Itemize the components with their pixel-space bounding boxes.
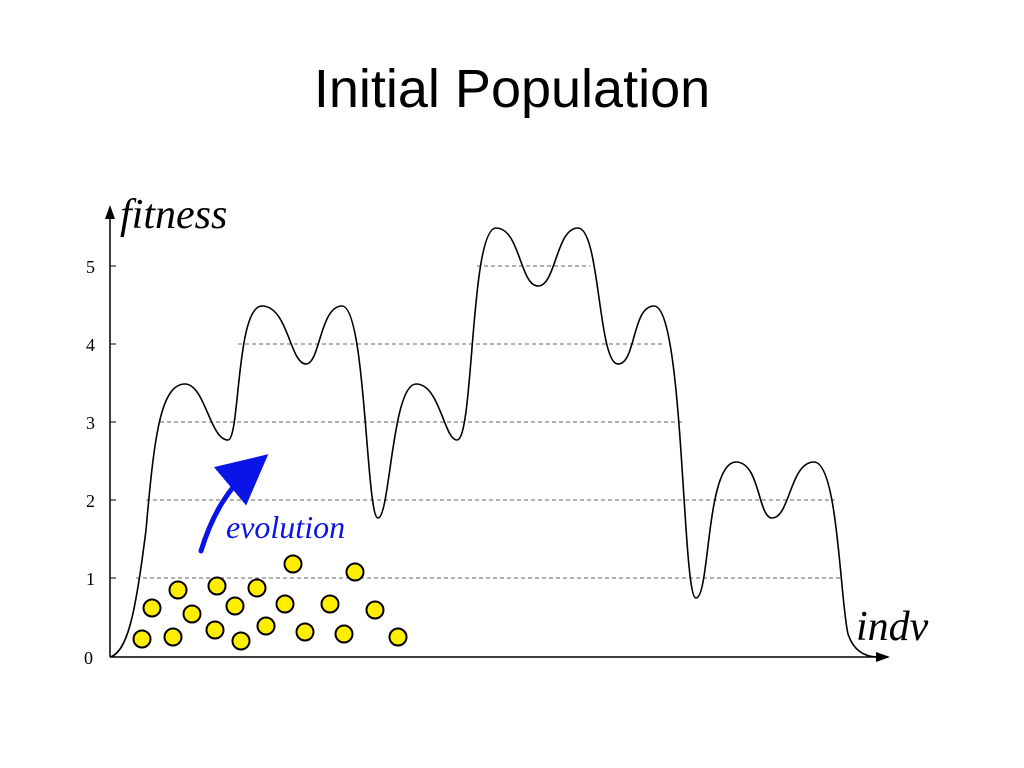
y-tick-label-3: 3 [86,413,95,433]
y-axis-arrowhead [105,205,115,219]
individual [275,594,295,614]
individual [142,598,162,618]
individual [231,631,251,651]
individual [225,596,245,616]
y-axis: 0 1 2 3 4 5 fitness [84,192,227,668]
individual [295,622,315,642]
y-tick-label-0: 0 [84,648,93,668]
population [132,554,408,651]
individual [365,600,385,620]
fitness-curve [109,227,879,658]
individual [256,616,276,636]
individual [132,629,152,649]
x-axis: indv [110,604,929,662]
individual [168,580,188,600]
evolution-arrow [198,454,269,554]
individual [334,624,354,644]
individual [247,578,267,598]
individual [320,594,340,614]
y-axis-title: fitness [120,192,227,238]
individual [207,576,227,596]
individual [388,627,408,647]
y-tick-label-1: 1 [86,569,95,589]
y-tick-label-2: 2 [86,491,95,511]
individual [283,554,303,574]
x-axis-arrowhead [876,652,890,662]
x-axis-title: indv [856,604,929,650]
individual [345,562,365,582]
slide-title: Initial Population [313,59,711,119]
y-tick-label-4: 4 [86,335,95,355]
individual [182,604,202,624]
y-tick-label-5: 5 [86,257,95,277]
individual [163,627,183,647]
evolution-label: evolution [226,509,345,545]
individual [205,620,225,640]
